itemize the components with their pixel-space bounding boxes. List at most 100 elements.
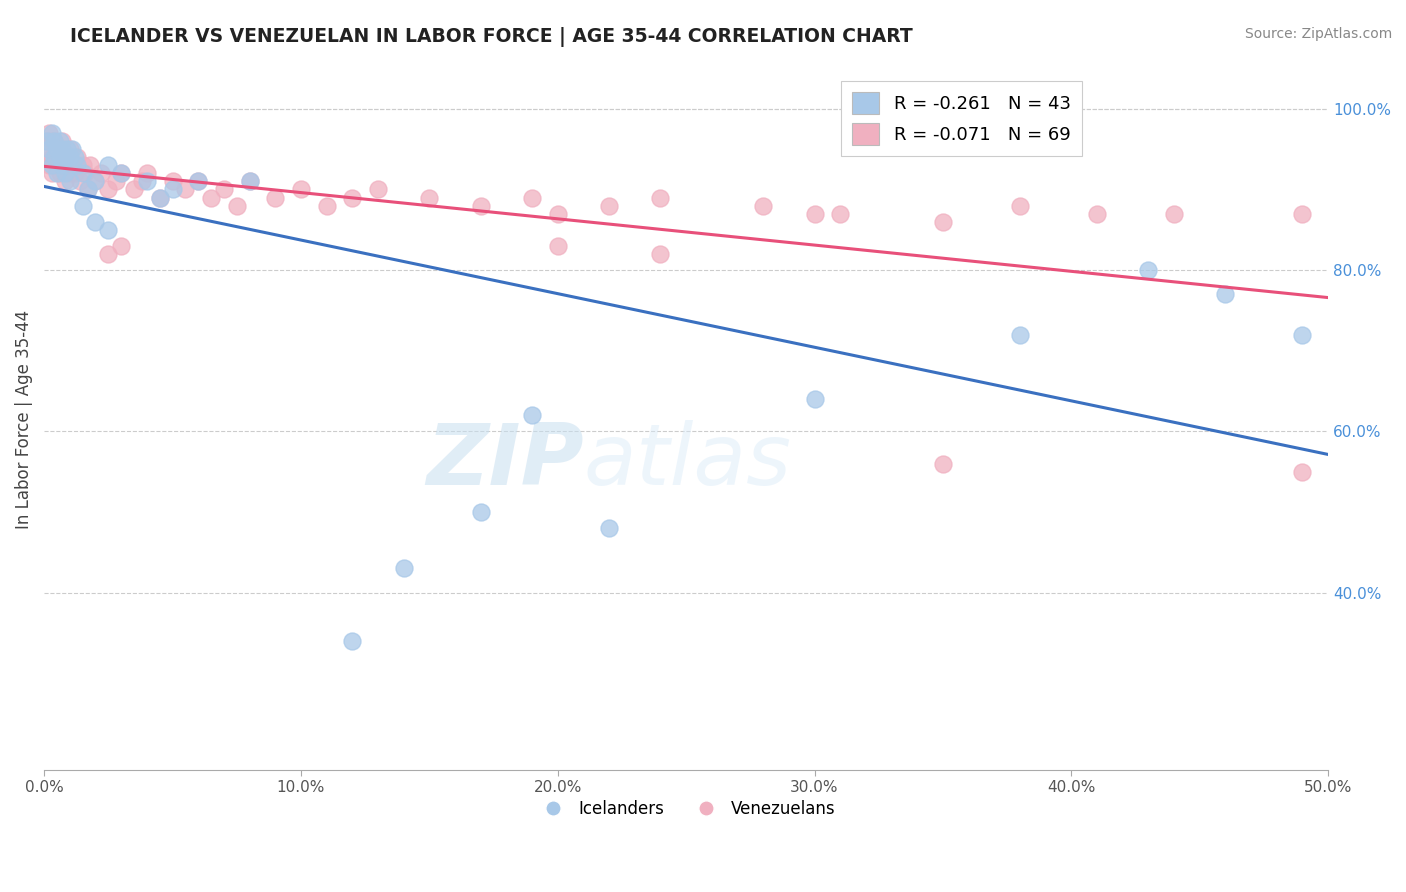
Y-axis label: In Labor Force | Age 35-44: In Labor Force | Age 35-44 (15, 310, 32, 529)
Point (187, 174, 209, 188)
Point (187, 174, 209, 188)
Point (105, 174, 128, 188)
Point (63, 150, 86, 164)
Point (44, 158, 66, 172)
Point (44, 150, 66, 164)
Point (51, 150, 73, 164)
Point (315, 198, 337, 212)
Point (547, 207, 569, 221)
Point (56, 142, 79, 156)
Point (48, 142, 70, 156)
Point (1163, 207, 1185, 221)
Point (79, 158, 101, 172)
Point (1008, 327, 1031, 342)
Point (932, 457, 955, 471)
Point (44, 134, 66, 148)
Point (59, 150, 82, 164)
Point (149, 190, 172, 204)
Point (225, 198, 247, 212)
Point (1008, 198, 1031, 212)
Point (46, 158, 69, 172)
Point (41, 150, 63, 164)
Point (803, 392, 825, 406)
Point (56, 150, 79, 164)
Point (342, 190, 364, 204)
Point (650, 190, 672, 204)
Point (72, 158, 94, 172)
Point (131, 174, 153, 188)
Point (53, 158, 76, 172)
Point (803, 207, 825, 221)
Point (97, 158, 120, 172)
Point (76, 182, 98, 196)
Point (174, 182, 197, 196)
Point (84, 215, 107, 229)
Point (84, 174, 107, 188)
Point (84, 174, 107, 188)
Point (53, 166, 76, 180)
Point (41, 158, 63, 172)
Point (650, 247, 672, 261)
Point (290, 182, 312, 196)
Point (59, 174, 82, 188)
Point (46, 166, 69, 180)
Point (547, 239, 569, 253)
Point (162, 182, 184, 196)
Point (63, 166, 86, 180)
Point (51, 134, 73, 148)
Point (72, 198, 94, 212)
Point (48, 150, 70, 164)
Point (35, 150, 58, 164)
Point (44, 134, 66, 148)
Point (162, 174, 184, 188)
Point (59, 142, 82, 156)
Point (932, 215, 955, 229)
Point (46, 142, 69, 156)
Point (110, 239, 132, 253)
Point (76, 182, 98, 196)
Point (60, 158, 83, 172)
Point (90, 166, 112, 180)
Point (97, 247, 120, 261)
Point (66, 150, 89, 164)
Point (1137, 263, 1160, 277)
Point (1291, 327, 1313, 342)
Point (48, 166, 70, 180)
Point (264, 190, 287, 204)
Point (46, 142, 69, 156)
Point (830, 207, 852, 221)
Point (135, 166, 157, 180)
Text: atlas: atlas (583, 420, 792, 503)
Point (1291, 465, 1313, 479)
Point (200, 190, 222, 204)
Point (1085, 207, 1108, 221)
Point (53, 174, 76, 188)
Point (48, 134, 70, 148)
Point (38, 158, 60, 172)
Point (238, 174, 260, 188)
Point (110, 166, 132, 180)
Point (598, 521, 620, 535)
Point (41, 134, 63, 148)
Point (51, 142, 73, 156)
Point (97, 182, 120, 196)
Point (149, 190, 172, 204)
Point (51, 158, 73, 172)
Point (342, 634, 364, 648)
Point (470, 198, 492, 212)
Point (35, 134, 58, 148)
Point (392, 561, 415, 575)
Point (66, 158, 89, 172)
Point (238, 174, 260, 188)
Point (69, 174, 91, 188)
Text: ICELANDER VS VENEZUELAN IN LABOR FORCE | AGE 35-44 CORRELATION CHART: ICELANDER VS VENEZUELAN IN LABOR FORCE |… (70, 27, 912, 46)
Point (212, 182, 235, 196)
Point (520, 409, 543, 423)
Point (110, 166, 132, 180)
Point (38, 126, 60, 140)
Point (35, 134, 58, 148)
Point (520, 190, 543, 204)
Point (367, 182, 389, 196)
Point (598, 198, 620, 212)
Point (72, 166, 94, 180)
